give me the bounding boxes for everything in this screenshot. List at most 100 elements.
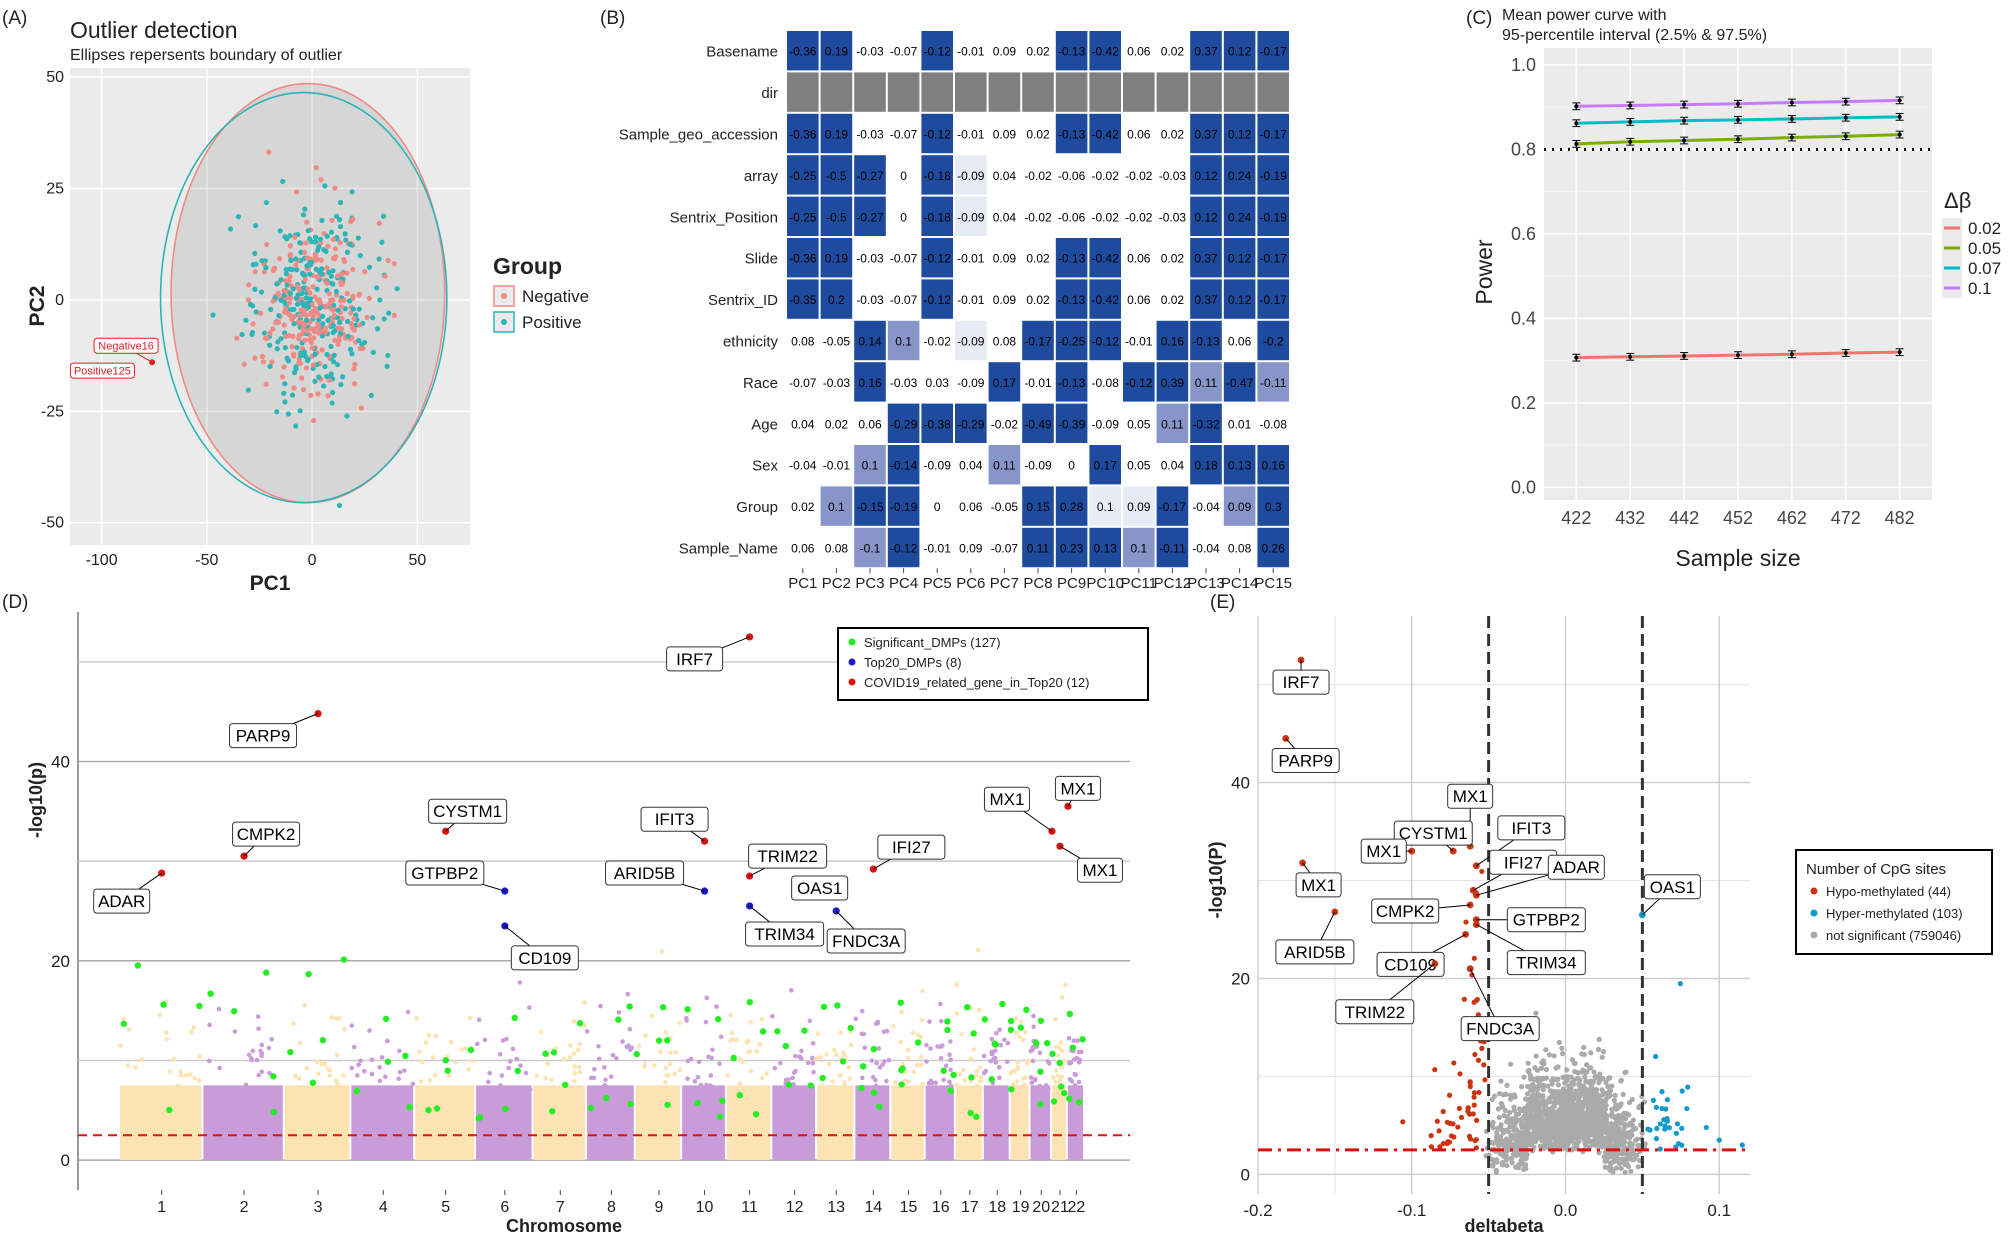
nonsig-point: [1495, 1106, 1501, 1112]
cell-value: -0.01: [957, 45, 985, 59]
cell-value: 0.02: [825, 417, 849, 431]
manhattan-point: [243, 1082, 249, 1088]
cell-value: 0.19: [825, 128, 849, 142]
data-point: [308, 259, 315, 266]
data-point: [1574, 121, 1579, 126]
data-point: [286, 278, 292, 284]
heatmap-cell: [1123, 445, 1155, 485]
manhattan-point: [940, 1043, 945, 1048]
significant-point: [950, 1071, 957, 1079]
y-tick-label: 1.0: [1511, 55, 1536, 75]
data-point: [328, 371, 334, 377]
nonsig-point: [1555, 1089, 1561, 1095]
heatmap-cell: [1223, 486, 1256, 526]
manhattan-point: [961, 1068, 966, 1073]
nonsig-point: [1503, 1153, 1509, 1159]
data-point: [391, 261, 397, 267]
data-point: [250, 321, 256, 327]
nonsig-point: [1629, 1123, 1636, 1129]
hypo-point: [1446, 1092, 1453, 1098]
significant-point: [897, 999, 904, 1006]
manhattan-point: [1059, 1048, 1065, 1054]
significant-point: [120, 1020, 128, 1027]
nonsig-point: [1591, 1126, 1597, 1132]
significant-point: [801, 1027, 808, 1034]
heatmap-cell: [1022, 279, 1054, 319]
data-point: [330, 268, 336, 274]
nonsig-point: [1514, 1137, 1520, 1143]
data-point: [328, 273, 334, 279]
cell-value: -0.42: [1092, 293, 1120, 307]
heatmap-cell: [1156, 279, 1189, 319]
data-point: [303, 365, 310, 371]
nonsig-point: [1575, 1070, 1581, 1076]
heatmap-cell: [1156, 31, 1189, 71]
data-point: [291, 306, 297, 312]
heatmap-cell-na: [921, 72, 953, 112]
manhattan-point: [838, 1030, 844, 1035]
nonsig-point: [1490, 1162, 1496, 1168]
data-point: [1574, 104, 1579, 109]
nonsig-point: [1544, 1142, 1550, 1148]
heatmap-cell: [1257, 527, 1289, 568]
data-point: [279, 374, 286, 380]
cell-value: -0.03: [1159, 169, 1187, 183]
manhattan-point: [1068, 1060, 1074, 1066]
heatmap-cell: [1089, 445, 1121, 485]
x-axis-label: Chromosome: [506, 1216, 622, 1236]
nonsig-point: [1568, 1085, 1574, 1091]
nonsig-point: [1501, 1112, 1507, 1119]
legend-dot: [1810, 931, 1818, 939]
data-point: [348, 310, 354, 316]
nonsig-point: [1597, 1071, 1603, 1077]
data-point: [357, 252, 363, 259]
manhattan-point: [914, 1062, 920, 1068]
manhattan-point: [125, 1063, 131, 1068]
manhattan-point: [1005, 1040, 1011, 1046]
significant-point: [1032, 1039, 1040, 1047]
data-point: [1843, 115, 1848, 120]
gene-label-box: [1076, 857, 1123, 883]
ellipse-positive: [159, 91, 448, 504]
nonsig-point: [1543, 1047, 1549, 1053]
nonsig-point: [1595, 1139, 1601, 1145]
data-point: [302, 277, 308, 283]
data-point: [286, 300, 292, 306]
data-point: [311, 335, 317, 341]
nonsig-point: [1577, 1087, 1583, 1093]
manhattan-density: [925, 1085, 954, 1161]
data-point: [210, 312, 216, 318]
chromosome-label: 15: [900, 1199, 918, 1216]
data-point: [337, 223, 344, 230]
hyper-point: [1739, 1142, 1745, 1148]
nonsig-point: [1524, 1091, 1531, 1097]
cell-value: -0.12: [924, 293, 952, 307]
manhattan-point: [906, 1079, 911, 1085]
significant-point: [759, 1028, 767, 1035]
nonsig-point: [1531, 1084, 1537, 1090]
nonsig-point: [1503, 1157, 1509, 1163]
data-point: [1789, 352, 1794, 357]
data-point: [278, 277, 284, 283]
manhattan-point: [601, 1065, 607, 1070]
data-point: [278, 336, 284, 342]
data-point: [299, 375, 305, 381]
manhattan-point: [1028, 1048, 1034, 1054]
heatmap-cell: [1190, 403, 1222, 443]
data-point: [348, 321, 354, 327]
manhattan-point: [438, 1086, 444, 1092]
manhattan-point: [571, 1051, 577, 1056]
legend-title: Number of CpG sites: [1806, 861, 1946, 878]
hyper-point: [1679, 1088, 1685, 1094]
data-point: [284, 236, 290, 242]
data-point: [247, 301, 254, 308]
data-point: [301, 349, 307, 355]
heatmap-cell: [820, 403, 853, 443]
hypo-point: [1437, 1144, 1443, 1150]
nonsig-point: [1566, 1134, 1572, 1141]
data-point: [324, 373, 330, 380]
cell-value: 0.01: [1228, 417, 1252, 431]
y-tick-label: 40: [1231, 774, 1250, 793]
col-label: PC7: [990, 575, 1019, 592]
